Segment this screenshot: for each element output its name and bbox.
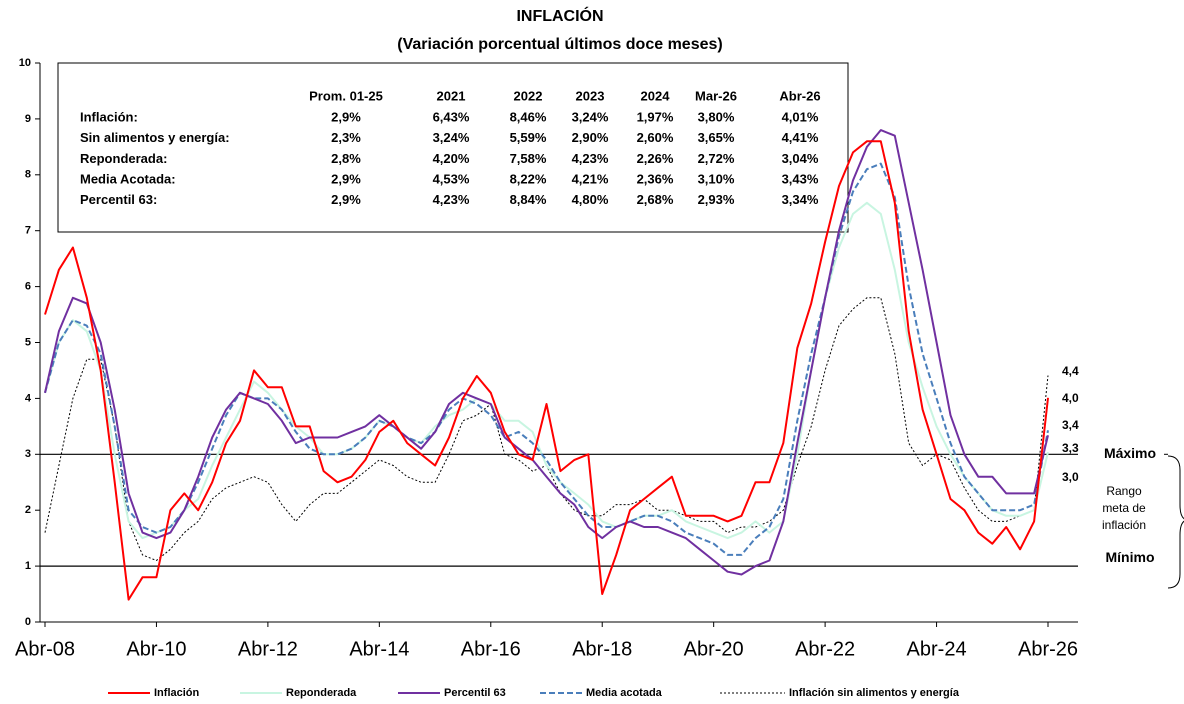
table-row-label: Media Acotada: [80, 172, 176, 187]
y-tick-label: 10 [19, 57, 31, 69]
x-tick-label: Abr-24 [907, 638, 967, 660]
x-tick-label: Abr-22 [795, 638, 855, 660]
range-label: inflación [1102, 518, 1146, 532]
table-header: Abr-26 [779, 88, 820, 103]
table-cell: 4,80% [572, 192, 609, 207]
table-cell: 2,26% [637, 151, 674, 166]
table-cell: 3,80% [698, 109, 735, 124]
table-header: 2024 [641, 88, 671, 103]
table-cell: 2,8% [331, 151, 361, 166]
table-cell: 3,34% [782, 192, 819, 207]
range-bracket [1167, 455, 1184, 589]
reference-label: Máximo [1104, 445, 1156, 461]
table-cell: 4,53% [433, 172, 470, 187]
x-tick-label: Abr-16 [461, 638, 521, 660]
table-cell: 5,59% [510, 130, 547, 145]
end-label: 3,4 [1062, 418, 1079, 432]
y-tick-label: 7 [25, 225, 31, 237]
table-row-label: Reponderada: [80, 151, 167, 166]
table-cell: 4,01% [782, 109, 819, 124]
x-tick-label: Abr-26 [1018, 638, 1078, 660]
legend-label: Reponderada [286, 687, 357, 699]
legend-label: Media acotada [586, 687, 663, 699]
table-header: 2022 [514, 88, 543, 103]
table-cell: 3,65% [698, 130, 735, 145]
table-cell: 2,9% [331, 172, 361, 187]
chart-subtitle: (Variación porcentual últimos doce meses… [397, 36, 722, 53]
table-cell: 2,9% [331, 192, 361, 207]
x-tick-label: Abr-12 [238, 638, 298, 660]
end-label: 4,0 [1062, 391, 1079, 405]
table-header: 2023 [576, 88, 605, 103]
table-cell: 4,21% [572, 172, 609, 187]
table-cell: 8,22% [510, 172, 547, 187]
table-cell: 6,43% [433, 109, 470, 124]
range-label: meta de [1102, 501, 1146, 515]
table-cell: 2,3% [331, 130, 361, 145]
end-label: 4,4 [1062, 364, 1079, 378]
table-header: Prom. 01-25 [309, 88, 383, 103]
series-line [44, 140, 1049, 601]
y-tick-label: 1 [25, 560, 31, 572]
x-tick-label: Abr-14 [349, 638, 409, 660]
y-tick-label: 9 [25, 113, 31, 125]
y-tick-label: 4 [25, 392, 32, 404]
chart-title: INFLACIÓN [516, 6, 603, 25]
y-tick-label: 8 [25, 169, 31, 181]
series-line [44, 162, 1049, 556]
x-tick-label: Abr-08 [15, 638, 75, 660]
y-tick-label: 5 [25, 336, 31, 348]
table-header: Mar-26 [695, 88, 737, 103]
legend-label: Inflación [154, 687, 200, 699]
table-cell: 2,93% [698, 192, 735, 207]
x-tick-label: Abr-18 [572, 638, 632, 660]
end-label: 3,3 [1062, 441, 1079, 455]
range-label: Rango [1106, 484, 1142, 498]
end-label: 3,0 [1062, 470, 1079, 484]
table-cell: 8,46% [510, 109, 547, 124]
table-cell: 8,84% [510, 192, 547, 207]
table-cell: 3,24% [433, 130, 470, 145]
table-row-label: Sin alimentos y energía: [80, 130, 230, 145]
table-cell: 2,36% [637, 172, 674, 187]
table-cell: 1,97% [637, 109, 674, 124]
table-cell: 3,24% [572, 109, 609, 124]
y-tick-label: 3 [25, 448, 31, 460]
table-cell: 4,23% [433, 192, 470, 207]
table-cell: 2,60% [637, 130, 674, 145]
table-cell: 2,9% [331, 109, 361, 124]
summary-table-box [57, 62, 849, 233]
table-cell: 3,10% [698, 172, 735, 187]
table-cell: 4,23% [572, 151, 609, 166]
legend-label: Inflación sin alimentos y energía [789, 687, 960, 699]
reference-label: Mínimo [1106, 549, 1155, 565]
legend-label: Percentil 63 [444, 687, 506, 699]
x-tick-label: Abr-20 [684, 638, 744, 660]
series-line [44, 297, 1049, 561]
table-cell: 7,58% [510, 151, 547, 166]
table-cell: 3,43% [782, 172, 819, 187]
table-row-label: Inflación: [80, 109, 138, 124]
y-tick-label: 2 [25, 504, 31, 516]
table-cell: 2,72% [698, 151, 735, 166]
series-line [44, 201, 1049, 540]
table-cell: 4,20% [433, 151, 470, 166]
x-tick-label: Abr-10 [126, 638, 186, 660]
table-cell: 2,90% [572, 130, 609, 145]
table-cell: 2,68% [637, 192, 674, 207]
y-tick-label: 0 [25, 616, 31, 628]
table-header: 2021 [437, 88, 466, 103]
y-tick-label: 6 [25, 281, 31, 293]
table-row-label: Percentil 63: [80, 192, 157, 207]
table-cell: 4,41% [782, 130, 819, 145]
series-line [44, 129, 1049, 576]
table-cell: 3,04% [782, 151, 819, 166]
